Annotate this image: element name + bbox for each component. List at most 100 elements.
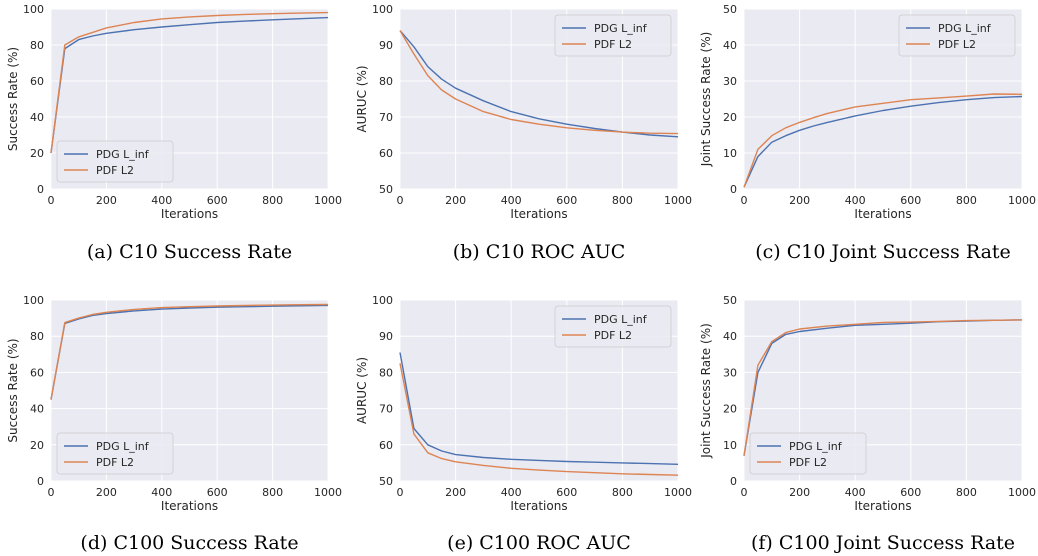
y-tick-label: 50 [723, 294, 737, 307]
x-tick-label: 1000 [664, 486, 692, 499]
data-point [510, 111, 512, 113]
data-point [813, 117, 815, 119]
data-point [910, 321, 912, 323]
data-point [133, 309, 135, 311]
data-point [92, 32, 94, 34]
x-tick-label: 0 [741, 486, 748, 499]
x-tick-label: 600 [556, 486, 577, 499]
data-point [827, 113, 829, 115]
data-point [427, 444, 429, 446]
data-point [399, 362, 401, 364]
series-line-pdf-l2 [399, 30, 679, 135]
data-point [910, 99, 912, 101]
legend-label: PDF L2 [594, 329, 632, 342]
data-point [649, 474, 651, 476]
data-point [455, 87, 457, 89]
data-point [938, 320, 940, 322]
y-tick-label: 80 [379, 75, 393, 88]
data-point [327, 12, 329, 14]
x-tick-label: 1000 [1008, 486, 1036, 499]
legend-label: PDG L_inf [96, 440, 150, 453]
y-axis-label: Joint Success Rate (%) [699, 323, 713, 459]
y-tick-label: 50 [723, 3, 737, 16]
legend: PDG L_inf PDF L2 [898, 14, 1016, 57]
legend-box [56, 432, 174, 475]
series-line-pdf-l2 [50, 11, 329, 154]
y-tick-label: 80 [30, 39, 44, 52]
data-point [538, 469, 540, 471]
data-point [189, 24, 191, 26]
x-tick-label: 1000 [314, 486, 342, 499]
data-point [827, 327, 829, 329]
data-point [189, 16, 191, 18]
data-point [413, 46, 415, 48]
legend: PDG L_inf PDF L2 [749, 432, 867, 475]
y-tick-label: 100 [23, 3, 44, 16]
data-point [50, 152, 52, 154]
data-point [622, 131, 624, 133]
y-tick-label: 20 [723, 403, 737, 416]
data-point [272, 304, 274, 306]
x-tick-label: 800 [956, 486, 977, 499]
data-point [427, 75, 429, 77]
data-point [92, 314, 94, 316]
x-tick-label: 0 [48, 486, 55, 499]
data-point [785, 127, 787, 129]
data-point [483, 465, 485, 467]
data-point [677, 136, 679, 138]
data-point [993, 93, 995, 95]
data-point [966, 95, 968, 97]
data-point [966, 320, 968, 322]
x-tick-label: 600 [207, 486, 228, 499]
y-tick-label: 60 [30, 75, 44, 88]
data-point [483, 100, 485, 102]
legend: PDG L_inf PDF L2 [554, 14, 672, 57]
data-point [622, 462, 624, 464]
data-point [64, 44, 66, 46]
data-point [993, 97, 995, 99]
y-tick-label: 50 [379, 183, 393, 196]
y-axis-label: AURUC (%) [355, 357, 369, 424]
x-tick-label: 200 [96, 194, 117, 207]
data-point [566, 127, 568, 129]
data-point [594, 128, 596, 130]
x-tick-label: 0 [397, 486, 404, 499]
data-point [327, 17, 329, 19]
data-point [399, 30, 401, 32]
data-point [757, 149, 759, 151]
data-point [106, 311, 108, 313]
data-point [78, 317, 80, 319]
x-tick-label: 0 [397, 194, 404, 207]
y-tick-label: 80 [379, 366, 393, 379]
y-tick-label: 60 [30, 366, 44, 379]
data-point [244, 305, 246, 307]
subfigure-caption: (d) C100 Success Rate [80, 532, 298, 554]
data-point [413, 433, 415, 435]
y-tick-label: 70 [379, 111, 393, 124]
data-point [677, 133, 679, 135]
y-tick-label: 30 [723, 75, 737, 88]
data-point [50, 399, 52, 401]
x-tick-label: 400 [151, 194, 172, 207]
data-point [216, 22, 218, 24]
data-point [216, 15, 218, 17]
data-point [161, 26, 163, 28]
subfigure-caption: (f) C100 Joint Success Rate [751, 532, 1015, 554]
y-tick-label: 0 [37, 183, 44, 196]
x-tick-label: 600 [556, 194, 577, 207]
data-point [510, 467, 512, 469]
data-point [510, 458, 512, 460]
data-point [455, 98, 457, 100]
series-line-pdf-l2 [743, 93, 1023, 188]
subfigure-caption: (e) C100 ROC AUC [447, 532, 631, 554]
data-point [827, 325, 829, 327]
data-point [771, 135, 773, 137]
legend-label: PDF L2 [96, 456, 134, 469]
data-point [854, 106, 856, 108]
y-tick-label: 20 [30, 147, 44, 160]
x-axis-label: Iterations [854, 207, 911, 221]
data-point [441, 450, 443, 452]
legend: PDG L_inf PDF L2 [56, 432, 174, 475]
data-point [622, 473, 624, 475]
